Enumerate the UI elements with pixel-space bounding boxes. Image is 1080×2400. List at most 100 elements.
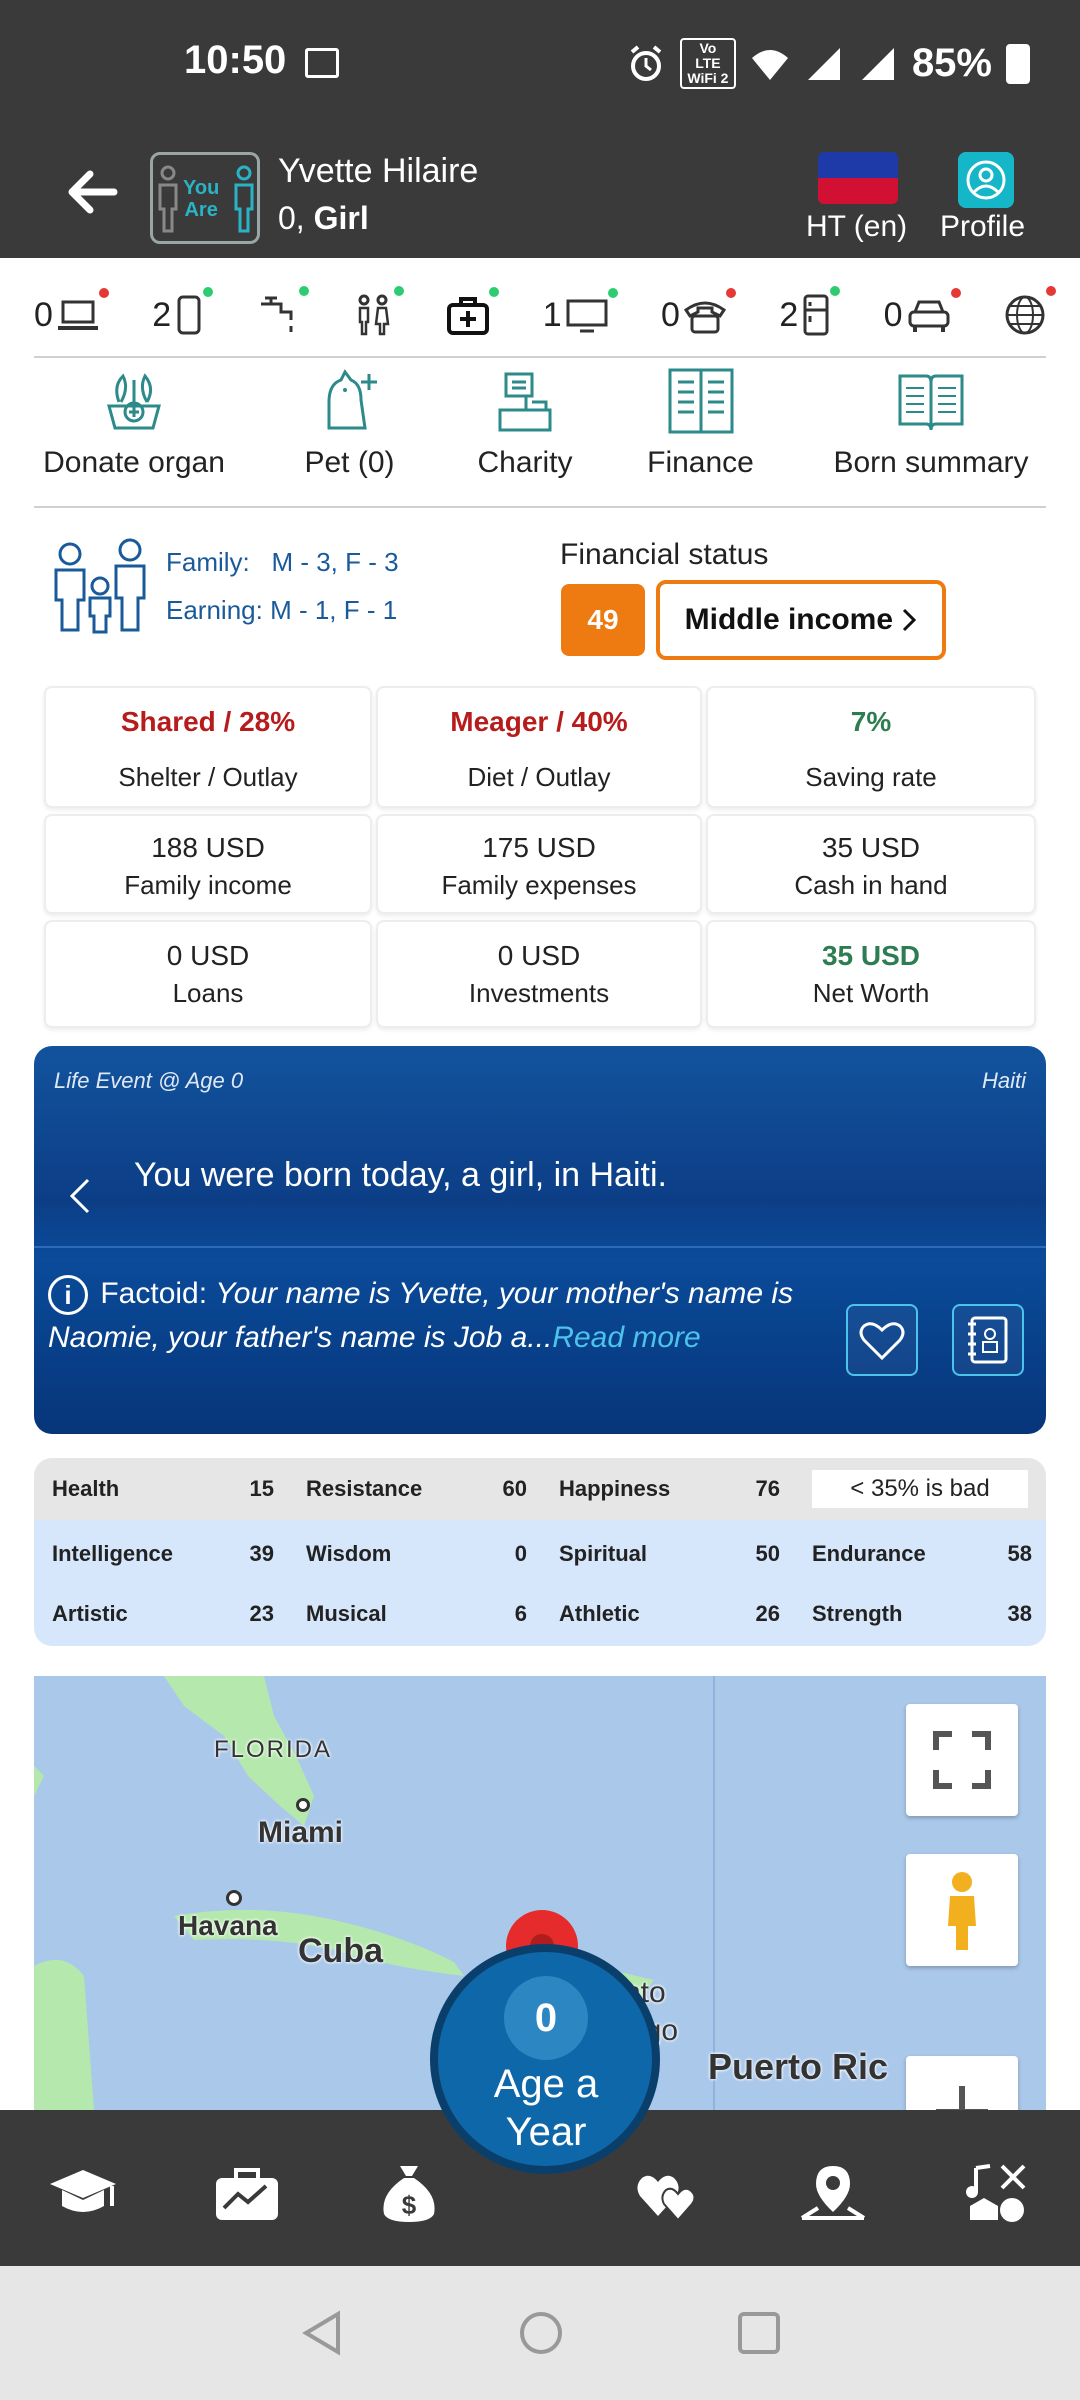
- bad-threshold-hint: < 35% is bad: [812, 1470, 1028, 1508]
- asset-sanitation[interactable]: [352, 286, 404, 336]
- location-icon[interactable]: [798, 2162, 868, 2224]
- asset-count: 2: [779, 295, 799, 334]
- stat-family-expenses[interactable]: 175 USD Family expenses: [376, 814, 702, 914]
- status-bar: 10:50 Vo LTE WiFi 2 85%: [0, 0, 1080, 130]
- stat-shelter[interactable]: Shared / 28% Shelter / Outlay: [44, 686, 372, 808]
- asset-tv[interactable]: 1: [543, 287, 618, 335]
- map-pin-havana: [226, 1890, 242, 1906]
- back-icon[interactable]: [298, 2308, 348, 2358]
- stat-net-worth[interactable]: 35 USD Net Worth: [706, 920, 1036, 1028]
- pet-button[interactable]: Pet (0): [290, 366, 410, 496]
- profile-icon[interactable]: [958, 152, 1014, 208]
- asset-count: 0: [883, 295, 903, 334]
- battery-icon: [1006, 43, 1030, 84]
- asset-phone[interactable]: 2: [152, 287, 214, 335]
- logo-text-line2: Are: [184, 199, 218, 221]
- stat-loans[interactable]: 0 USD Loans: [44, 920, 372, 1028]
- money-bag-icon[interactable]: $: [374, 2162, 444, 2224]
- read-more-link[interactable]: Read more: [552, 1321, 701, 1354]
- donate-organ-button[interactable]: Donate organ: [34, 366, 234, 496]
- attributes-panel: Health 15 Resistance 60 Happiness 76 < 35% …: [34, 1458, 1046, 1646]
- attribute-wisdom[interactable]: Wisdom 0: [288, 1524, 541, 1584]
- wifi2-label: WiFi 2: [687, 70, 729, 86]
- attribute-resistance[interactable]: Resistance 60: [288, 1458, 541, 1520]
- born-summary-label: Born summary: [833, 446, 1029, 479]
- attribute-health[interactable]: Health 15: [34, 1458, 288, 1520]
- donate-organ-label: Donate organ: [43, 446, 225, 479]
- previous-event-icon[interactable]: [64, 1176, 94, 1216]
- street-view-button[interactable]: [906, 1854, 1018, 1966]
- stat-family-income[interactable]: 188 USD Family income: [44, 814, 372, 914]
- stat-investments[interactable]: 0 USD Investments: [376, 920, 702, 1028]
- family-icon: [54, 538, 146, 634]
- home-icon[interactable]: [516, 2308, 566, 2358]
- fridge-icon: [803, 294, 829, 336]
- stat-label: Saving rate: [805, 762, 937, 792]
- attribute-name: Spiritual: [559, 1541, 648, 1566]
- income-class-button[interactable]: Middle income: [656, 580, 946, 660]
- haiti-flag-icon[interactable]: [818, 152, 898, 204]
- attribute-strength[interactable]: Strength 38: [794, 1584, 1046, 1644]
- financial-status-title: Financial status: [560, 538, 769, 571]
- player-name: Yvette Hilaire: [278, 152, 479, 190]
- language-label[interactable]: HT (en): [806, 210, 908, 243]
- attribute-endurance[interactable]: Endurance 58: [794, 1524, 1046, 1584]
- zoom-in-button[interactable]: [906, 2056, 1018, 2110]
- asset-fridge[interactable]: 2: [779, 286, 841, 336]
- age-a-year-line1: Age a: [493, 2062, 599, 2106]
- charity-button[interactable]: Charity: [465, 366, 585, 496]
- recents-icon[interactable]: [734, 2308, 784, 2358]
- current-age: 0: [504, 1976, 588, 2060]
- attribute-value: 39: [249, 1541, 274, 1566]
- map-label-puerto-rico: Puerto Ric: [708, 2046, 889, 2087]
- fullscreen-button[interactable]: [906, 1704, 1018, 1816]
- attribute-spiritual[interactable]: Spiritual 50: [541, 1524, 794, 1584]
- born-summary-button[interactable]: Born summary: [816, 366, 1046, 496]
- person-left-icon: [158, 165, 178, 233]
- attribute-intelligence[interactable]: Intelligence 39: [34, 1524, 288, 1584]
- attribute-athletic[interactable]: Athletic 26: [541, 1584, 794, 1644]
- stat-saving-rate[interactable]: 7% Saving rate: [706, 686, 1036, 808]
- family-count: Family: M - 3, F - 3: [166, 547, 399, 578]
- education-icon[interactable]: [48, 2162, 118, 2224]
- restroom-icon: [358, 294, 390, 336]
- stat-diet[interactable]: Meager / 40% Diet / Outlay: [376, 686, 702, 808]
- asset-telephone[interactable]: 0: [661, 287, 736, 335]
- charity-icon: [498, 372, 552, 432]
- activities-icon[interactable]: [962, 2162, 1032, 2224]
- asset-laptop[interactable]: 0: [34, 287, 109, 335]
- status-time: 10:50: [184, 38, 287, 82]
- income-class-label: Middle income: [684, 603, 893, 636]
- attribute-value: 26: [755, 1601, 780, 1626]
- favorite-button[interactable]: [846, 1304, 918, 1376]
- earning-count: Earning: M - 1, F - 1: [166, 595, 397, 626]
- asset-healthcare[interactable]: [447, 287, 500, 335]
- attribute-artistic[interactable]: Artistic 23: [34, 1584, 288, 1644]
- laptop-icon: [57, 300, 98, 330]
- divider: [34, 506, 1046, 508]
- person-right-icon: [234, 165, 254, 233]
- stat-value: Shared / 28%: [120, 706, 296, 737]
- earning-value: M - 1, F - 1: [270, 595, 398, 625]
- asset-car[interactable]: 0: [883, 287, 961, 335]
- quick-actions: Donate organ Pet (0) Charity Finance Bor…: [34, 366, 1046, 496]
- attribute-name: Strength: [812, 1601, 903, 1626]
- attribute-value: 38: [1007, 1601, 1032, 1626]
- stat-cash-in-hand[interactable]: 35 USD Cash in hand: [706, 814, 1036, 914]
- asset-count: 2: [152, 295, 172, 334]
- relationships-icon[interactable]: [634, 2162, 704, 2224]
- attribute-name: Wisdom: [306, 1541, 392, 1566]
- career-icon[interactable]: [212, 2162, 282, 2224]
- finance-button[interactable]: Finance: [641, 366, 761, 496]
- asset-water[interactable]: [257, 286, 309, 336]
- attribute-happiness[interactable]: Happiness 76: [541, 1458, 794, 1520]
- profile-label[interactable]: Profile: [940, 210, 1026, 243]
- charity-label: Charity: [477, 446, 573, 479]
- age-a-year-button[interactable]: 0 Age a Year: [434, 1948, 656, 2170]
- attribute-value: 60: [502, 1476, 527, 1501]
- heart-icon: [859, 1322, 905, 1361]
- asset-internet[interactable]: [1004, 286, 1056, 336]
- journal-button[interactable]: [952, 1304, 1024, 1376]
- attribute-musical[interactable]: Musical 6: [288, 1584, 541, 1644]
- back-arrow-icon[interactable]: [60, 160, 124, 224]
